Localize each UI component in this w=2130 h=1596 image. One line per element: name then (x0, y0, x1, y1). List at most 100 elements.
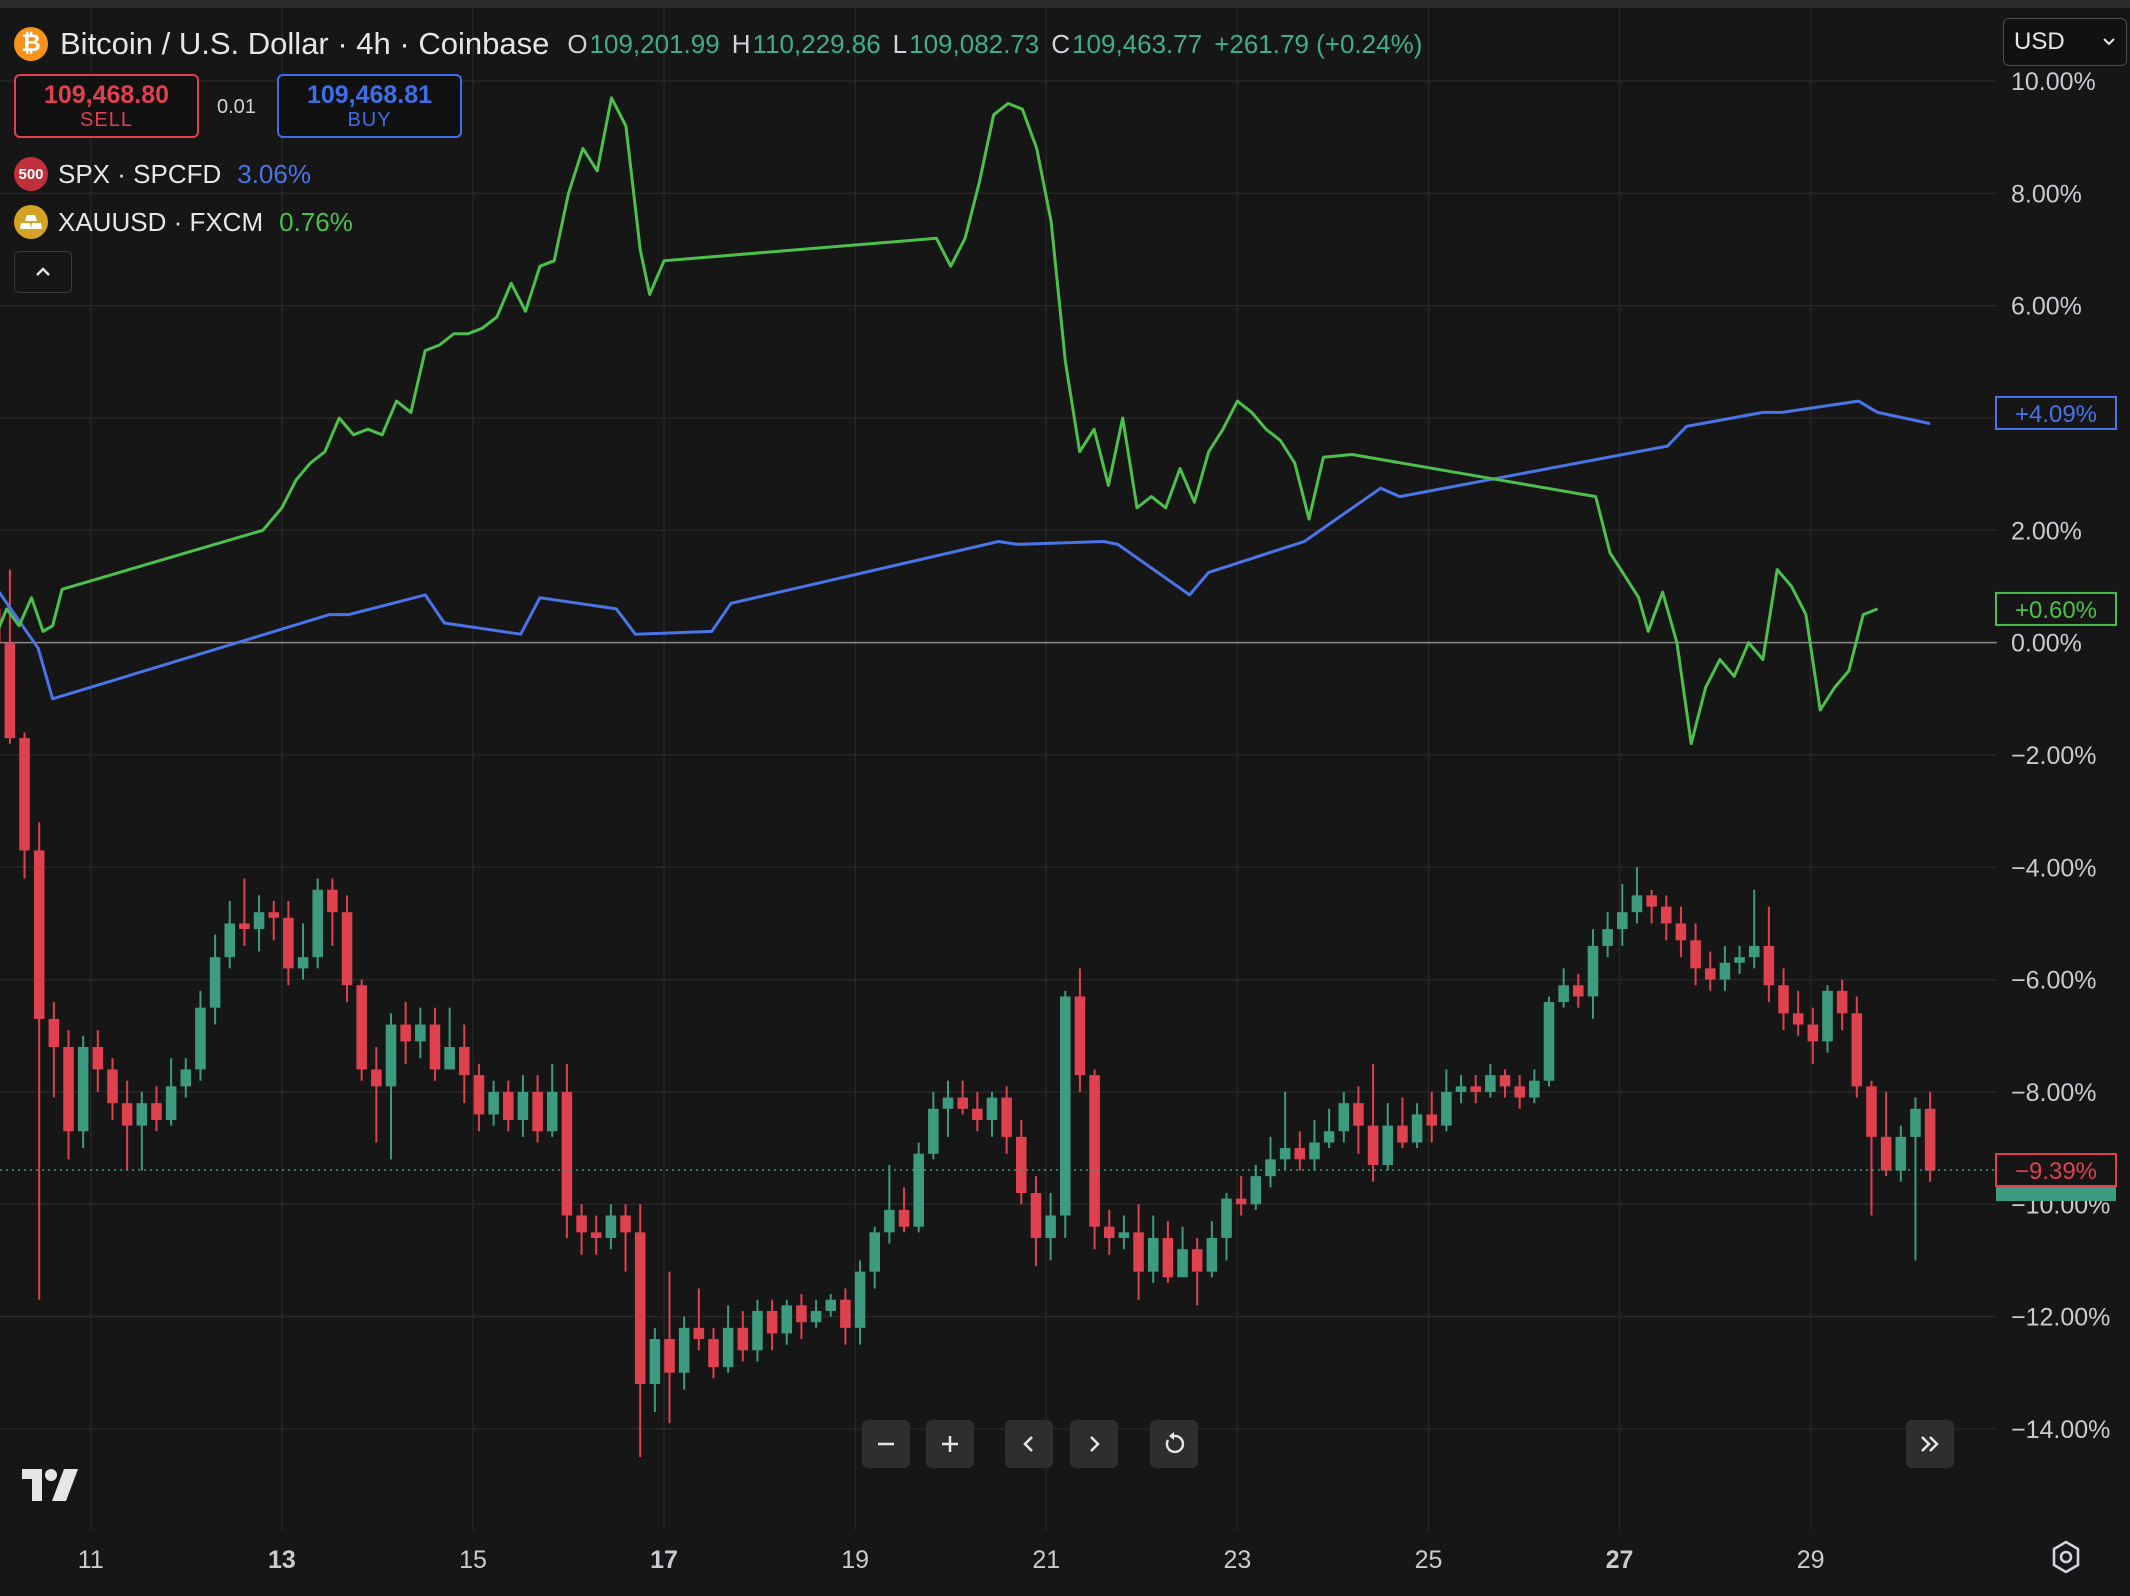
last-value-badges: +4.09% +0.60% −9.39% (1995, 395, 2117, 1201)
legend-spx[interactable]: 500 SPX · SPCFD 3.06% (14, 154, 311, 194)
zoom-in-button[interactable] (926, 1420, 974, 1468)
candle-body (605, 1215, 617, 1238)
x-tick-label: 13 (268, 1546, 296, 1574)
candle-body (268, 912, 280, 918)
candle-body (957, 1097, 968, 1109)
gear-icon[interactable] (2048, 1539, 2084, 1575)
candle-body (1573, 985, 1584, 997)
last-value-label: +0.60% (2015, 597, 2097, 624)
candle-body (1470, 1086, 1481, 1092)
candle-body (1177, 1249, 1188, 1278)
symbol-title[interactable]: Bitcoin / U.S. Dollar · 4h · Coinbase (60, 26, 550, 61)
last-value-label: +4.09% (2015, 401, 2097, 428)
candle-body (1763, 945, 1775, 986)
zoom-out-button[interactable] (862, 1420, 910, 1468)
y-tick-label: 6.00% (2011, 293, 2082, 321)
candle-body (400, 1024, 411, 1042)
candle-body (1323, 1131, 1335, 1143)
y-tick-label: −12.00% (2011, 1304, 2110, 1332)
candle-body (1880, 1136, 1892, 1171)
open-value: O109,201.99 (567, 28, 720, 59)
candle-body (239, 923, 250, 930)
y-tick-label: 8.00% (2011, 180, 2082, 208)
candle-body (1587, 945, 1599, 997)
x-tick-label: 27 (1606, 1546, 1634, 1574)
y-tick-label: −6.00% (2011, 967, 2097, 995)
scroll-left-button[interactable] (1005, 1420, 1053, 1468)
candle-body (1719, 962, 1731, 980)
candle-body (913, 1153, 924, 1227)
candle-body (1866, 1086, 1877, 1137)
candle-body (1910, 1108, 1921, 1137)
y-tick-label: 0.00% (2011, 630, 2082, 658)
candle-body (708, 1339, 719, 1368)
candle-body (1162, 1237, 1174, 1278)
candle-body (459, 1047, 470, 1076)
candle-body (385, 1024, 397, 1087)
candle-body (444, 1047, 455, 1070)
candle-body (752, 1310, 763, 1351)
collapse-legend-button[interactable] (14, 251, 72, 293)
candle-body (546, 1091, 558, 1132)
series-line (0, 96, 1879, 746)
candle-body (1895, 1136, 1907, 1171)
scroll-right-button[interactable] (1070, 1420, 1118, 1468)
y-tick-label: 2.00% (2011, 517, 2082, 545)
candle-body (1822, 990, 1833, 1042)
go-to-latest-button[interactable] (1906, 1420, 1954, 1468)
candle-body (1147, 1237, 1159, 1272)
last-value-badge (1995, 1152, 2117, 1187)
candle-body (253, 912, 265, 930)
candle-body (312, 889, 323, 958)
candle-body (1265, 1159, 1276, 1177)
candle-body (1485, 1075, 1496, 1092)
currency-select[interactable]: USD (2003, 18, 2127, 66)
high-value: H110,229.86 (731, 28, 881, 59)
candle-body (1558, 985, 1569, 1003)
candle-body (165, 1086, 177, 1121)
candle-body (1382, 1125, 1394, 1165)
gold-bars-icon (14, 205, 48, 239)
candle-body (1924, 1108, 1936, 1171)
sell-button[interactable]: 109,468.80 SELL (14, 74, 199, 138)
candle-body (1103, 1226, 1115, 1238)
candle-body (1221, 1198, 1232, 1238)
candle-body (1118, 1232, 1130, 1238)
candle-body (1353, 1103, 1364, 1126)
buy-button[interactable]: 109,468.81 BUY (277, 74, 462, 138)
y-tick-label: −4.00% (2011, 854, 2097, 882)
candle-body (356, 985, 367, 1070)
candle-body (1836, 990, 1848, 1014)
candle-body (341, 912, 353, 986)
y-tick-label: 10.00% (2011, 68, 2096, 96)
spread-value: 0.01 (217, 96, 256, 118)
reset-chart-button[interactable] (1150, 1420, 1198, 1468)
legend-xau-value: 0.76% (279, 206, 353, 237)
candle-body (1016, 1136, 1027, 1194)
candle-body (649, 1339, 661, 1384)
candle-body (1660, 906, 1672, 924)
candle-body (33, 850, 45, 1019)
candle-body (180, 1069, 192, 1087)
buy-price: 109,468.81 (306, 81, 433, 109)
candle-body (1734, 957, 1745, 963)
x-tick-label: 17 (650, 1546, 678, 1574)
candle-body (810, 1310, 822, 1323)
candle-body (1529, 1080, 1540, 1098)
last-value-badge (1995, 395, 2117, 430)
comparison-lines (0, 96, 1931, 746)
candle-body (796, 1305, 807, 1323)
tradingview-logo[interactable] (20, 1467, 84, 1505)
candle-body (1059, 996, 1071, 1216)
candle-body (224, 923, 236, 958)
candle-body (1367, 1125, 1379, 1165)
candle-body (429, 1024, 441, 1070)
minus-icon (878, 1442, 894, 1446)
candle-body (63, 1047, 74, 1132)
candle-body (1617, 912, 1628, 930)
candle-body (1045, 1215, 1056, 1238)
y-tick-label: −2.00% (2011, 742, 2097, 770)
candle-body (283, 917, 294, 969)
legend-xau[interactable]: XAUUSD · FXCM 0.76% (14, 202, 353, 242)
